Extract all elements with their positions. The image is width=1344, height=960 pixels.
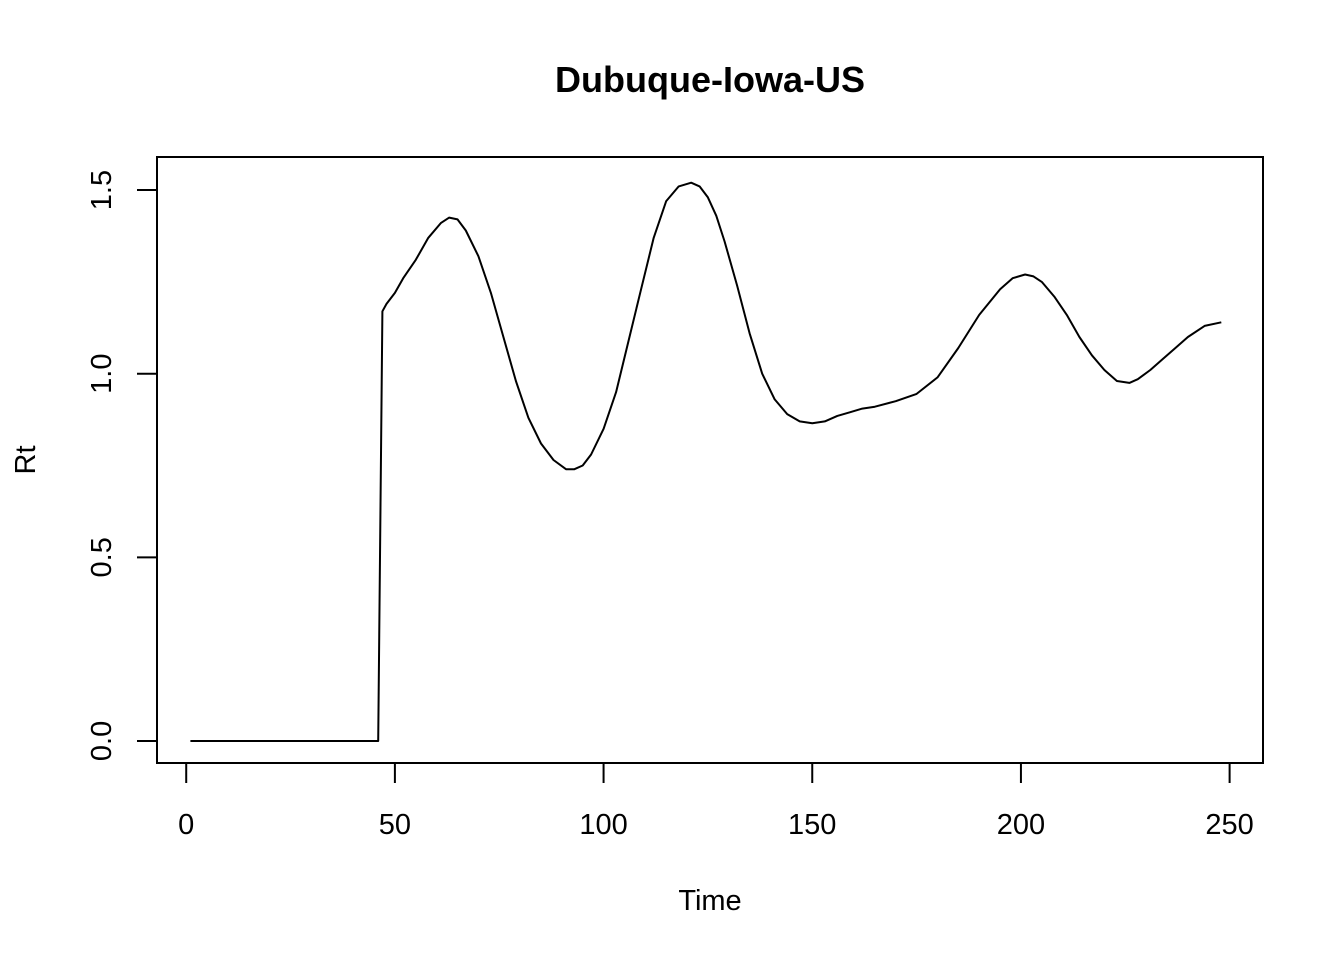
y-tick-label: 0.5 xyxy=(86,537,118,577)
x-tick-label: 100 xyxy=(579,809,627,841)
plot-frame xyxy=(156,156,1264,764)
series-line xyxy=(190,181,1222,742)
y-tick-label: 1.5 xyxy=(86,170,118,210)
y-axis-label: Rt xyxy=(10,446,42,475)
y-tick-label: 0.0 xyxy=(86,721,118,761)
x-axis: 0 50 100 150 200 250 xyxy=(178,762,1254,841)
chart-title: Dubuque-Iowa-US xyxy=(555,59,865,100)
x-tick-label: 0 xyxy=(178,809,194,841)
y-tick-label: 1.0 xyxy=(86,354,118,394)
y-axis: 0.0 0.5 1.0 1.5 xyxy=(86,170,158,761)
x-tick-label: 200 xyxy=(997,809,1045,841)
x-tick-label: 50 xyxy=(379,809,411,841)
series-group xyxy=(190,181,1222,742)
x-tick-label: 250 xyxy=(1205,809,1253,841)
x-tick-label: 150 xyxy=(788,809,836,841)
x-axis-label: Time xyxy=(678,885,741,917)
